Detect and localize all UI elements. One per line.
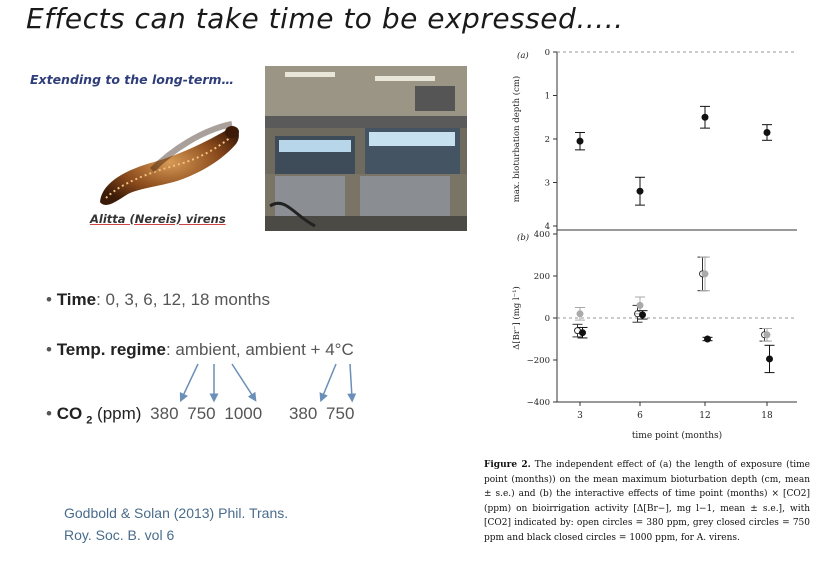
data-point: [636, 301, 644, 309]
co2-value: 1000: [224, 404, 263, 423]
data-point: [636, 187, 644, 195]
bullet-time-label: Time: [56, 290, 97, 309]
y-tick-label: 0: [545, 314, 550, 324]
x-axis-label: time point (months): [632, 430, 722, 441]
branch-arrows: [179, 363, 357, 403]
bullet-temp: • Temp. regime: ambient, ambient + 4°C: [46, 340, 354, 359]
data-point: [763, 331, 771, 339]
y-tick-label: 4: [545, 222, 550, 232]
y-axis-label: max. bioturbation depth (cm): [511, 76, 522, 202]
bullet-co2-unit: (ppm): [92, 404, 147, 423]
bullet-time: • Time: 0, 3, 6, 12, 18 months: [46, 290, 270, 309]
data-point: [576, 137, 584, 145]
figure-caption: Figure 2. The independent effect of (a) …: [484, 458, 810, 545]
y-axis-label: Δ[Br⁻] (mg l⁻¹): [511, 286, 522, 350]
panel-label: (b): [517, 232, 529, 243]
co2-value: 380: [150, 404, 179, 423]
y-tick-label: 2: [545, 135, 550, 145]
y-tick-label: 200: [534, 272, 550, 282]
reference-line-2: Roy. Soc. B. vol 6: [64, 527, 175, 543]
data-point: [639, 311, 646, 319]
data-point: [704, 335, 711, 343]
y-tick-label: 1: [545, 92, 550, 102]
y-tick-label: 3: [545, 179, 550, 189]
data-point: [766, 355, 773, 363]
co2-value: 750: [187, 404, 216, 423]
slide-title: Effects can take time to be expressed…..: [26, 2, 624, 35]
bullet-co2: • CO 2 (ppm) 380 750 1000 380 750: [46, 404, 355, 427]
bullet-co2-label: CO 2: [56, 404, 93, 427]
y-tick-label: 0: [545, 48, 550, 58]
data-point: [701, 270, 709, 278]
reference-line-1: Godbold & Solan (2013) Phil. Trans.: [64, 505, 289, 521]
data-point: [579, 329, 586, 337]
co2-value: 750: [326, 404, 355, 423]
x-tick-label: 12: [699, 411, 710, 421]
x-tick-label: 6: [637, 411, 643, 421]
data-point: [763, 128, 771, 136]
slide-subtitle: Extending to the long-term…: [30, 72, 235, 87]
y-tick-label: −200: [527, 356, 550, 366]
y-tick-label: −400: [527, 398, 550, 408]
figure-caption-text: The independent effect of (a) the length…: [484, 460, 810, 543]
x-tick-label: 3: [577, 411, 583, 421]
co2-value: 380: [288, 404, 318, 423]
y-tick-label: 400: [534, 230, 550, 240]
ragworm-image: [100, 121, 239, 205]
mesocosm-lab-photo: [265, 66, 467, 231]
panel-label: (a): [517, 50, 529, 61]
worm-caption: Alitta (Nereis) virens: [90, 212, 226, 226]
data-point: [701, 113, 709, 121]
bullet-temp-label: Temp. regime: [56, 340, 166, 359]
bullet-time-value: : 0, 3, 6, 12, 18 months: [96, 290, 270, 309]
bullet-temp-value: : ambient, ambient + 4°C: [165, 340, 354, 359]
data-point: [576, 310, 584, 318]
reference: Godbold & Solan (2013) Phil. Trans. Roy.…: [64, 502, 288, 546]
x-tick-label: 18: [761, 411, 773, 421]
figure-caption-label: Figure 2.: [484, 460, 531, 470]
